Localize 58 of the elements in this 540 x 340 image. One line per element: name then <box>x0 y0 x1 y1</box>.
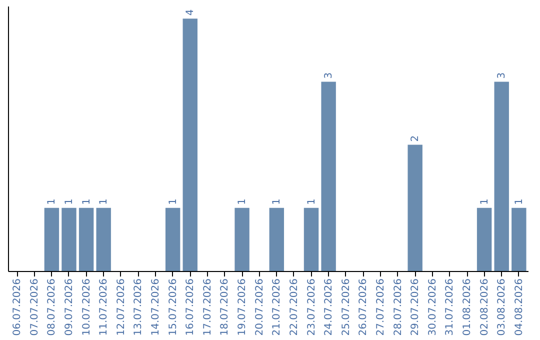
x-tick-label: 24.07.2026 <box>324 278 335 336</box>
x-tick-label: 23.07.2026 <box>306 278 318 336</box>
data-label: 1 <box>168 198 179 205</box>
x-tick-label: 26.07.2026 <box>358 278 370 336</box>
data-label: 1 <box>46 198 58 205</box>
bar <box>408 144 422 271</box>
x-tick-label: 03.08.2026 <box>496 278 508 336</box>
data-label: 2 <box>410 135 422 142</box>
x-tick-label: 06.07.2026 <box>12 278 24 336</box>
x-tick-label: 29.07.2026 <box>410 278 422 336</box>
x-tick-label: 22.07.2026 <box>288 278 300 336</box>
x-tick-label: 02.08.2026 <box>479 278 490 336</box>
x-tick-label: 13.07.2026 <box>133 278 144 336</box>
bar <box>78 208 94 271</box>
data-label: 1 <box>81 198 92 205</box>
x-tick-label: 11.07.2026 <box>98 278 110 336</box>
data-label: 1 <box>98 198 110 205</box>
data-label: 3 <box>496 72 508 79</box>
x-tick-label: 04.08.2026 <box>514 278 525 336</box>
x-tick-label: 19.07.2026 <box>237 278 248 336</box>
x-tick-label: 08.07.2026 <box>46 278 58 336</box>
data-label: 1 <box>272 198 283 205</box>
data-label: 1 <box>306 198 318 205</box>
data-label: 1 <box>514 198 525 205</box>
x-tick-label: 27.07.2026 <box>375 278 386 336</box>
bar <box>165 208 180 271</box>
bar <box>234 208 250 271</box>
x-tick-label: 16.07.2026 <box>185 278 196 336</box>
bar <box>494 82 509 271</box>
data-label: 3 <box>324 72 335 79</box>
x-tick-label: 01.08.2026 <box>462 278 473 336</box>
bar <box>476 208 492 271</box>
bar <box>62 208 76 271</box>
x-tick-label: 17.07.2026 <box>202 278 214 336</box>
x-tick-label: 21.07.2026 <box>272 278 283 336</box>
x-tick-label: 28.07.2026 <box>392 278 404 336</box>
x-tick-label: 30.07.2026 <box>427 278 438 336</box>
data-label: 4 <box>185 9 196 16</box>
x-tick-label: 18.07.2026 <box>220 278 231 336</box>
x-tick-label: 25.07.2026 <box>340 278 352 336</box>
data-label: 1 <box>64 198 75 205</box>
bar <box>321 82 336 271</box>
bar <box>96 208 111 271</box>
bar <box>182 18 198 271</box>
bar <box>269 208 284 271</box>
x-tick-label: 12.07.2026 <box>116 278 127 336</box>
x-tick-label: 10.07.2026 <box>81 278 92 336</box>
data-label: 1 <box>479 198 490 205</box>
x-tick-label: 14.07.2026 <box>150 278 162 336</box>
bar <box>512 208 526 271</box>
x-tick-label: 20.07.2026 <box>254 278 266 336</box>
x-tick-label: 09.07.2026 <box>64 278 75 336</box>
x-tick-label: 15.07.2026 <box>168 278 179 336</box>
data-label: 1 <box>237 198 248 205</box>
x-tick-label: 31.07.2026 <box>444 278 456 336</box>
bar <box>44 208 60 271</box>
bar <box>304 208 319 271</box>
x-tick-label: 07.07.2026 <box>29 278 40 336</box>
